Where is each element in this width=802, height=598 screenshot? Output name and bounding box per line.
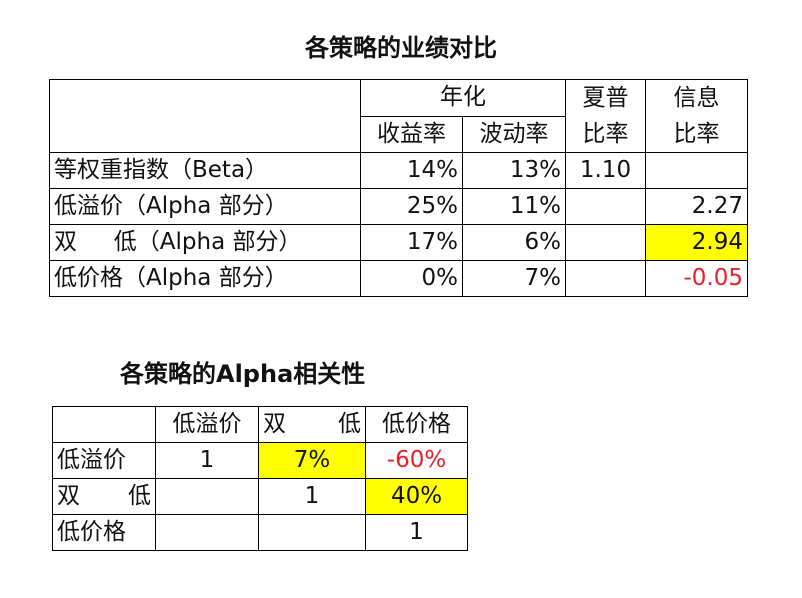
corr-cell: 1: [258, 478, 366, 515]
row-label-part: 双: [54, 229, 77, 255]
sharpe-header: 夏普 比率: [565, 79, 646, 153]
corr-cell: [258, 514, 366, 551]
table-row: 双 低（Alpha 部分） 17% 6% 2.94: [49, 224, 748, 261]
row-label: 低价格: [52, 514, 156, 551]
table-row: 低价格（Alpha 部分） 0% 7% -0.05: [49, 260, 748, 297]
table-row: 双低 1 40%: [52, 478, 468, 515]
info-cell-negative: -0.05: [645, 260, 748, 297]
table-row: 低溢价 1 7% -60%: [52, 442, 468, 479]
row-label: 双 低（Alpha 部分）: [49, 224, 361, 261]
column-header-part: 双: [263, 411, 286, 437]
row-label: 低溢价（Alpha 部分）: [49, 188, 361, 225]
row-label: 低溢价: [52, 442, 156, 479]
info-cell: 2.27: [645, 188, 748, 225]
return-cell: 0%: [360, 260, 463, 297]
row-label-part: 双: [57, 483, 80, 509]
sharpe-cell: [565, 188, 646, 225]
corr-cell: [155, 478, 259, 515]
sharpe-cell: [565, 224, 646, 261]
header-row: 收益率 波动率: [50, 115, 748, 153]
row-label-part: 低: [128, 483, 151, 509]
corner-cell: [52, 406, 156, 443]
table-row: 低溢价（Alpha 部分） 25% 11% 2.27: [49, 188, 748, 225]
info-ratio-header: 信息 比率: [645, 79, 748, 153]
info-cell-highlighted: 2.94: [645, 224, 748, 261]
performance-table: 年化 夏普比率 信息比率 收益率 波动率 等权重指数（Beta） 14% 13%…: [49, 79, 748, 297]
return-cell: 25%: [360, 188, 463, 225]
column-header: 低溢价: [155, 406, 259, 443]
volatility-cell: 7%: [462, 260, 566, 297]
corr-cell-negative: -60%: [365, 442, 468, 479]
info-header-top: 信息: [673, 85, 720, 111]
column-header: 双低: [258, 406, 366, 443]
corr-cell: 1: [365, 514, 468, 551]
info-header-bottom: 比率: [673, 121, 720, 147]
table-row: 低价格 1: [52, 514, 468, 551]
corr-cell: [155, 514, 259, 551]
return-cell: 17%: [360, 224, 463, 261]
row-label: 低价格（Alpha 部分）: [49, 260, 361, 297]
table-row: 等权重指数（Beta） 14% 13% 1.10: [49, 152, 748, 189]
volatility-cell: 11%: [462, 188, 566, 225]
header-row: 年化 夏普比率 信息比率: [49, 79, 748, 153]
sharpe-cell: [565, 260, 646, 297]
annualized-header: 年化: [360, 79, 566, 117]
corr-cell-highlighted: 7%: [258, 442, 366, 479]
return-cell: 14%: [360, 152, 463, 189]
row-label: 等权重指数（Beta）: [49, 152, 361, 189]
column-header: 低价格: [365, 406, 468, 443]
volatility-cell: 6%: [462, 224, 566, 261]
volatility-cell: 13%: [462, 152, 566, 189]
info-cell: [645, 152, 748, 189]
sharpe-cell: 1.10: [565, 152, 646, 189]
column-header-part: 低: [338, 411, 361, 437]
corr-cell: 1: [155, 442, 259, 479]
correlation-title: 各策略的Alpha相关性: [120, 360, 366, 388]
return-header: 收益率: [360, 115, 463, 153]
header-row: 低溢价 双低 低价格: [52, 406, 468, 443]
row-label-part: 低（Alpha 部分）: [113, 229, 302, 255]
sharpe-header-bottom: 比率: [582, 121, 629, 147]
sharpe-header-top: 夏普: [582, 85, 629, 111]
performance-title: 各策略的业绩对比: [305, 34, 497, 62]
volatility-header: 波动率: [462, 115, 566, 153]
corner-cell: [49, 79, 361, 153]
corr-cell-highlighted: 40%: [365, 478, 468, 515]
row-label: 双低: [52, 478, 156, 515]
correlation-table: 低溢价 双低 低价格 低溢价 1 7% -60% 双低 1 40% 低价格 1: [52, 406, 468, 551]
